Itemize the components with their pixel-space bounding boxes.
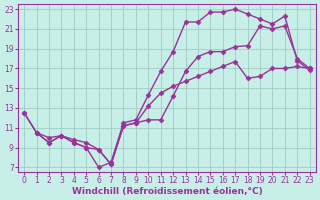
X-axis label: Windchill (Refroidissement éolien,°C): Windchill (Refroidissement éolien,°C) [72,187,262,196]
